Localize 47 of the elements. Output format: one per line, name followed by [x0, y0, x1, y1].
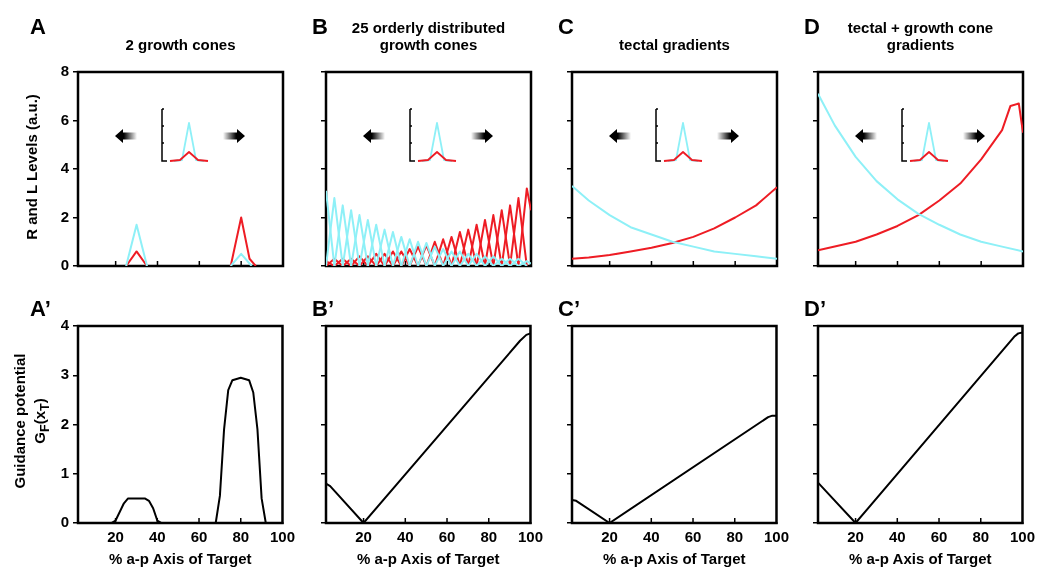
- y-tick-label: 6: [60, 110, 69, 128]
- text: C: [558, 14, 574, 40]
- x-tick-label: 100: [517, 528, 543, 546]
- x-axis-title: % a-p Axis of Target: [848, 550, 992, 568]
- y-axis-title: R and L Levels (a.u.): [22, 94, 41, 240]
- x-tick-label: 20: [355, 528, 372, 546]
- chart-title: tectal gradients: [618, 35, 731, 53]
- x-tick-label: 100: [1009, 528, 1035, 546]
- x-tick-label: 60: [684, 528, 702, 546]
- text: D: [804, 14, 820, 40]
- y-tick-label: 4: [60, 159, 70, 177]
- x-tick-label: 100: [269, 528, 295, 546]
- y-tick-label: 2: [60, 414, 69, 432]
- x-axis-title: % a-p Axis of Target: [356, 550, 500, 568]
- x-tick-label: 20: [107, 528, 124, 546]
- x-tick-label: 40: [396, 528, 414, 546]
- x-tick-label: 80: [480, 528, 498, 546]
- x-tick-label: 100: [763, 528, 789, 546]
- x-tick-label: 80: [726, 528, 744, 546]
- x-tick-label: 60: [190, 528, 208, 546]
- text: A’: [30, 296, 51, 322]
- y-tick-label: 1: [60, 463, 69, 481]
- x-tick-label: 40: [888, 528, 906, 546]
- y-tick-label: 2: [60, 207, 69, 225]
- text: D’: [804, 296, 826, 322]
- text: C’: [558, 296, 580, 322]
- y-tick-label: 0: [60, 513, 69, 531]
- x-tick-label: 40: [148, 528, 166, 546]
- x-tick-label: 40: [642, 528, 660, 546]
- x-tick-label: 80: [232, 528, 250, 546]
- x-tick-label: 20: [601, 528, 618, 546]
- y-tick-label: 3: [60, 365, 69, 383]
- x-axis-title: % a-p Axis of Target: [108, 550, 252, 568]
- chart-title: 2 growth cones: [124, 35, 237, 53]
- text: B’: [312, 296, 334, 322]
- chart-title: 25 orderly distributed growth cones: [350, 18, 507, 53]
- y-tick-label: 8: [60, 62, 69, 80]
- x-axis-title: % a-p Axis of Target: [602, 550, 746, 568]
- x-tick-label: 60: [438, 528, 456, 546]
- y-tick-label: 4: [60, 316, 70, 334]
- x-tick-label: 60: [930, 528, 948, 546]
- text: B: [312, 14, 328, 40]
- text: A: [30, 14, 46, 40]
- x-tick-label: 80: [972, 528, 990, 546]
- x-tick-label: 20: [847, 528, 864, 546]
- y-tick-label: 0: [60, 256, 69, 274]
- chart-title: tectal + growth cone gradients: [846, 18, 995, 53]
